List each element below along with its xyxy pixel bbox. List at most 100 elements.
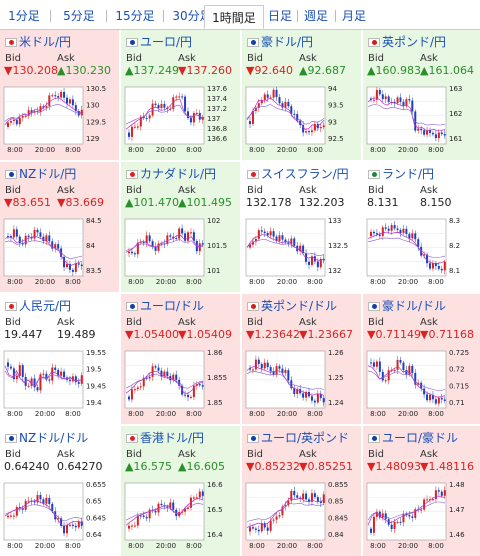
candle-body	[178, 96, 181, 98]
candle-body	[302, 493, 305, 500]
quote-card[interactable]: NZドル/円 Bid Ask ▼83.651 ▼83.669 84.5 84 83.5 8:00…	[0, 162, 119, 292]
quote-card[interactable]: 人民元/円 Bid Ask 19.447 19.489 19.55 19.5 19.45 19.…	[0, 294, 119, 424]
price-chart[interactable]: 137.6 137.4 137.2 137 136.8 136.6 8:00 20:00 8:0…	[124, 85, 237, 157]
price-chart[interactable]: 84.5 84 83.5 8:00 20:00 8:00	[3, 217, 116, 289]
currency-pair-link[interactable]: 豪ドル/円	[261, 35, 314, 49]
quote-card[interactable]: NZドル/ドル Bid Ask 0.64240 0.64270 0.655 0.65 0.64…	[0, 426, 119, 556]
currency-pair-link[interactable]: 米ドル/円	[19, 35, 72, 49]
quote-card[interactable]: スイスフラン/円 Bid Ask 132.178 132.203 133 132.5 132 8…	[242, 162, 361, 292]
candle-body	[249, 244, 251, 248]
ask-label: Ask	[57, 449, 75, 460]
y-tick-label: 19.45	[86, 382, 106, 390]
y-tick-label: 19.5	[86, 366, 102, 374]
price-chart[interactable]: 94 93.5 93 92.5 8:00 20:00 8:00	[245, 85, 358, 157]
x-tick-label: 8:00	[428, 278, 444, 286]
quote-card[interactable]: 米ドル/円 Bid Ask ▼130.208 ▲130.230 130.5 130 129.5…	[0, 30, 119, 160]
candle-body	[278, 515, 281, 517]
price-chart[interactable]: 102 101.5 101 8:00 20:00 8:00	[124, 217, 237, 289]
currency-pair-link[interactable]: ランド/円	[382, 167, 435, 181]
price-chart[interactable]: 0.855 0.85 0.845 0.84 8:00 20:00 8:00	[245, 481, 358, 553]
tab-1hour[interactable]: 1時間足	[204, 5, 264, 29]
candle-body	[396, 97, 399, 104]
x-tick-label: 8:00	[370, 278, 386, 286]
quote-card[interactable]: 英ポンド/円 Bid Ask ▲160.983 ▲161.064 163 162 161 8:0…	[363, 30, 480, 160]
quote-card[interactable]: 英ポンド/ドル Bid Ask ▼1.23642 ▼1.23667 1.26 1.25 1.2…	[242, 294, 361, 424]
candle-body	[21, 365, 24, 377]
ask-value: ▼1.23667	[299, 328, 353, 341]
candle-body	[372, 516, 375, 533]
tab-30min[interactable]: 30分足	[172, 9, 212, 23]
candle-body	[429, 263, 431, 269]
x-tick-label: 8:00	[65, 146, 81, 154]
quote-card[interactable]: ユーロ/英ポンド Bid Ask ▼0.85232 ▼0.85251 0.855 0.85 0…	[242, 426, 361, 556]
tab-15min[interactable]: 15分足	[115, 9, 155, 23]
candle-body	[408, 233, 411, 239]
quote-card[interactable]: 香港ドル/円 Bid Ask ▲16.575 ▲16.605 16.6 16.5 16.4 8:…	[121, 426, 240, 556]
candle-body	[12, 119, 15, 122]
price-chart[interactable]: 1.48 1.47 1.46 8:00 20:00 8:00	[366, 481, 479, 553]
x-tick-label: 8:00	[7, 278, 23, 286]
moving-average-line	[367, 370, 446, 391]
candle-body	[375, 233, 378, 235]
price-chart[interactable]: 163 162 161 8:00 20:00 8:00	[366, 85, 479, 157]
candle-body	[9, 515, 12, 517]
currency-pair-link[interactable]: NZドル/ドル	[19, 431, 89, 445]
ask-value: ▼137.260	[178, 64, 232, 77]
quote-card[interactable]: ランド/円 Bid Ask 8.131 8.150 8.3 8.2 8.1 8:00 20:00 8…	[363, 162, 480, 292]
price-chart[interactable]: 1.26 1.25 1.24 8:00 20:00 8:00	[245, 349, 358, 421]
candle-body	[263, 231, 266, 233]
quote-card[interactable]: 豪ドル/円 Bid Ask ▼92.640 ▲92.687 94 93.5 93 92.5 8:0…	[242, 30, 361, 160]
x-tick-label: 8:00	[128, 410, 144, 418]
currency-pair-link[interactable]: 豪ドル/ドル	[382, 299, 447, 313]
candle-body	[48, 235, 51, 242]
quote-card[interactable]: ユーロ/豪ドル Bid Ask ▼1.48093 ▼1.48116 1.48 1.47 1.4…	[363, 426, 480, 556]
price-chart[interactable]: 0.725 0.72 0.715 0.71 8:00 20:00 8:00	[366, 349, 479, 421]
candle-body	[437, 397, 440, 404]
candle-body	[45, 373, 48, 380]
ask-value: ▼1.48116	[420, 460, 474, 473]
candle-body	[417, 239, 420, 247]
currency-pair-link[interactable]: NZドル/円	[19, 167, 77, 181]
price-chart[interactable]: 1.86 1.855 1.85 8:00 20:00 8:00	[124, 349, 237, 421]
moving-average-line	[4, 236, 83, 266]
tab-5min[interactable]: 5分足	[63, 9, 95, 23]
candle-body	[293, 238, 296, 246]
tab-weekly[interactable]: 週足	[303, 9, 328, 23]
candle-body	[157, 243, 160, 251]
currency-pair-link[interactable]: 英ポンド/円	[382, 35, 447, 49]
candle-body	[145, 377, 148, 379]
currency-pair-link[interactable]: ユーロ/豪ドル	[382, 431, 459, 445]
currency-pair-link[interactable]: 人民元/円	[19, 299, 72, 313]
currency-flag-icon	[5, 434, 17, 443]
candle-body	[54, 244, 57, 249]
tab-daily[interactable]: 日足	[267, 9, 292, 23]
quote-card[interactable]: 豪ドル/ドル Bid Ask ▼0.71149 ▼0.71168 0.725 0.72 0.7…	[363, 294, 480, 424]
currency-pair-link[interactable]: ユーロ/円	[140, 35, 193, 49]
currency-pair-link[interactable]: ユーロ/英ポンド	[261, 431, 350, 445]
price-chart[interactable]: 133 132.5 132 8:00 20:00 8:00	[245, 217, 358, 289]
candle-body	[275, 516, 278, 520]
x-tick-label: 8:00	[7, 542, 23, 550]
quote-card[interactable]: ユーロ/円 Bid Ask ▲137.249 ▼137.260 137.6 137.4 137…	[121, 30, 240, 160]
quote-card[interactable]: ユーロ/ドル Bid Ask ▼1.05400 ▼1.05409 1.86 1.855 1.8…	[121, 294, 240, 424]
currency-pair-link[interactable]: 香港ドル/円	[140, 431, 205, 445]
moving-average-line	[4, 504, 83, 521]
candle-body	[405, 513, 408, 516]
price-chart[interactable]: 8.3 8.2 8.1 8:00 20:00 8:00	[366, 217, 479, 289]
candle-body	[51, 95, 54, 97]
tab-1min[interactable]: 1分足	[8, 9, 40, 23]
x-tick-label: 8:00	[186, 410, 202, 418]
quote-card[interactable]: カナダドル/円 Bid Ask ▲101.470 ▲101.495 102 101.5 101…	[121, 162, 240, 292]
price-chart[interactable]: 19.55 19.5 19.45 19.4 8:00 20:00 8:00	[3, 349, 116, 421]
currency-pair-link[interactable]: ユーロ/ドル	[140, 299, 205, 313]
price-chart[interactable]: 0.655 0.65 0.645 0.64 8:00 20:00 8:00	[3, 481, 116, 553]
candle-body	[316, 261, 319, 268]
price-chart[interactable]: 130.5 130 129.5 129 8:00 20:00 8:00	[3, 85, 116, 157]
currency-pair-link[interactable]: スイスフラン/円	[261, 167, 349, 181]
tab-monthly[interactable]: 月足	[341, 9, 366, 23]
candle-body	[189, 397, 192, 399]
price-chart[interactable]: 16.6 16.5 16.4 8:00 20:00 8:00	[124, 481, 237, 553]
y-tick-label: 0.845	[328, 514, 348, 522]
currency-pair-link[interactable]: カナダドル/円	[140, 167, 217, 181]
currency-pair-link[interactable]: 英ポンド/ドル	[261, 299, 338, 313]
